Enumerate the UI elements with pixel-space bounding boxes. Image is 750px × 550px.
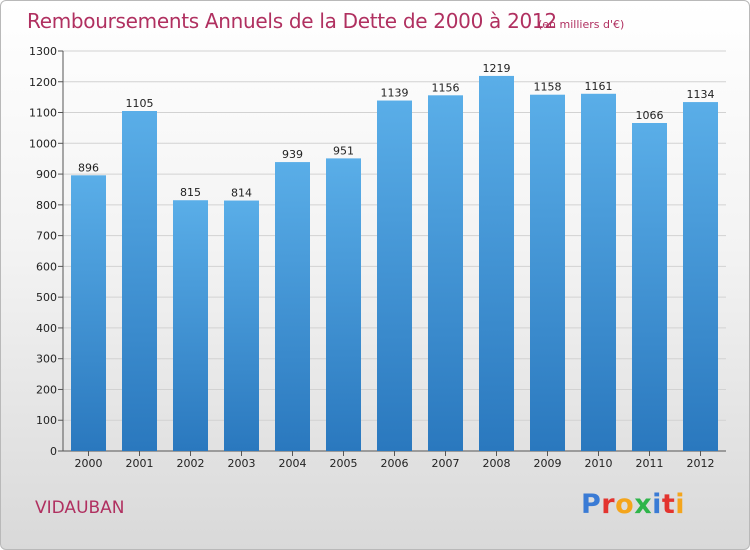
y-tick-label: 200	[36, 383, 57, 396]
logo-letter: i	[652, 489, 662, 520]
data-label: 814	[231, 187, 252, 200]
x-tick-label: 2000	[75, 457, 103, 470]
bar	[224, 200, 259, 451]
data-labels: 896 1105 815 814 939 951 1139 1156 1219 1158 1161 1…	[78, 62, 715, 200]
bar	[71, 175, 106, 452]
data-label: 1219	[483, 62, 511, 75]
x-tick-label: 2002	[177, 457, 205, 470]
chart-subtitle: (en milliers d'€)	[538, 18, 625, 31]
y-tick-label: 600	[36, 260, 57, 273]
y-tick-label: 800	[36, 199, 57, 212]
data-label: 896	[78, 161, 99, 174]
logo-letter: i	[675, 489, 686, 520]
data-label: 1066	[636, 109, 664, 122]
y-tick-label: 1100	[29, 107, 57, 120]
y-tick-label: 1300	[29, 45, 57, 58]
y-tick-label: 1000	[29, 137, 57, 150]
bar	[326, 158, 361, 451]
y-tick-label: 500	[36, 291, 57, 304]
logo-letter: r	[601, 489, 616, 520]
data-label: 951	[333, 144, 354, 157]
x-tick-label: 2009	[534, 457, 562, 470]
bars	[71, 75, 718, 452]
bar	[632, 123, 667, 451]
y-tick-label: 100	[36, 414, 57, 427]
y-tick-label: 400	[36, 322, 57, 335]
bar	[581, 93, 616, 452]
y-tick-label: 900	[36, 168, 57, 181]
data-label: 1105	[126, 97, 154, 110]
logo-letter: x	[634, 489, 653, 520]
bar	[122, 111, 157, 451]
logo-letter: P	[581, 489, 602, 520]
x-tick-label: 2005	[330, 457, 358, 470]
bar	[683, 102, 718, 452]
y-tick-label: 300	[36, 353, 57, 366]
bar	[377, 100, 412, 452]
x-tick-label: 2010	[585, 457, 613, 470]
y-tick-label: 700	[36, 230, 57, 243]
bar	[428, 95, 463, 452]
logo-letter: t	[661, 489, 676, 520]
commune-name: VIDAUBAN	[35, 498, 125, 518]
y-tick-label: 1200	[29, 76, 57, 89]
bar	[173, 200, 208, 451]
proxiti-logo[interactable]: Proxiti	[581, 489, 685, 520]
x-tick-label: 2012	[687, 457, 715, 470]
data-label: 1161	[585, 80, 613, 93]
x-tick-label: 2011	[636, 457, 664, 470]
bar	[275, 162, 310, 452]
data-label: 1158	[534, 81, 562, 94]
x-tick-label: 2006	[381, 457, 409, 470]
x-tick-label: 2003	[228, 457, 256, 470]
data-label: 1139	[381, 87, 409, 100]
x-tick-label: 2001	[126, 457, 154, 470]
data-label: 939	[282, 148, 303, 161]
x-tick-label: 2008	[483, 457, 511, 470]
bar	[479, 75, 514, 451]
x-tick-label: 2004	[279, 457, 307, 470]
y-tick-label: 0	[50, 445, 57, 458]
logo-letter: o	[615, 489, 635, 520]
chart-title: Remboursements Annuels de la Dette de 20…	[27, 9, 557, 33]
data-label: 815	[180, 186, 201, 199]
data-label: 1134	[687, 88, 715, 101]
data-label: 1156	[432, 81, 460, 94]
x-tick-label: 2007	[432, 457, 460, 470]
bar	[530, 94, 565, 451]
